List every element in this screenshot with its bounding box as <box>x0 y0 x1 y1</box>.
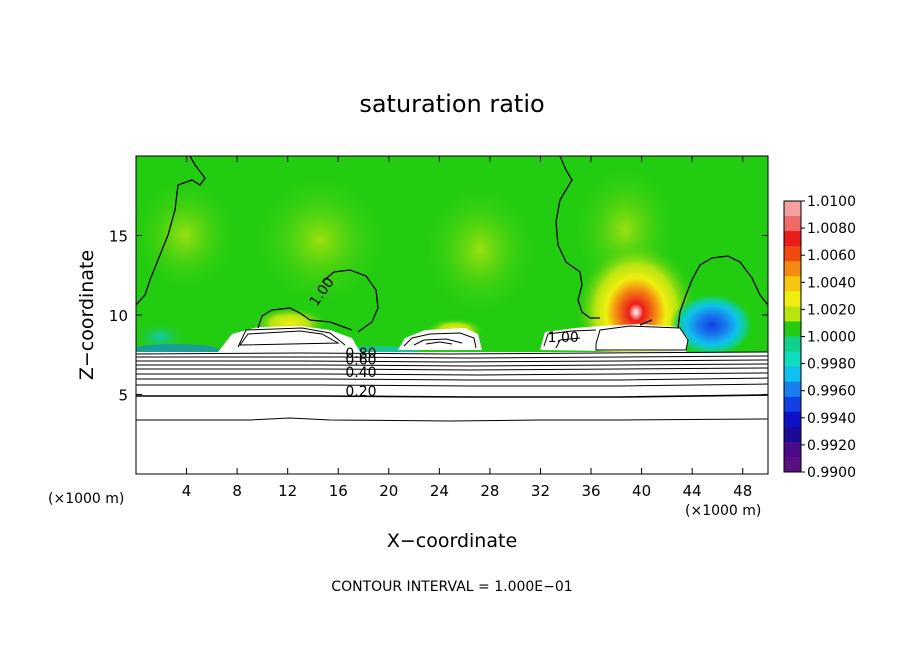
x-tick-label: 48 <box>733 482 752 500</box>
stratification-contours <box>136 351 768 422</box>
colorbar-swatch <box>784 246 801 262</box>
x-unit-label-right: (×1000 m) <box>685 503 761 519</box>
colorbar-tick-label: 1.0040 <box>807 275 856 291</box>
colorbar-swatch <box>784 231 801 247</box>
colorbar-tick-label: 1.0060 <box>807 248 856 264</box>
unity-contours <box>136 156 768 333</box>
colorbar-tick-label: 1.0020 <box>807 302 856 318</box>
colorbar-tick-label: 0.9920 <box>807 438 856 454</box>
x-tick-label: 16 <box>329 482 348 500</box>
x-tick-label: 44 <box>683 482 702 500</box>
colorbar-swatch <box>784 276 801 292</box>
x-unit-label-left: (×1000 m) <box>48 491 124 507</box>
x-tick-label: 4 <box>182 482 192 500</box>
lime-region-left <box>136 175 240 295</box>
colorbar-swatch <box>784 261 801 277</box>
y-tick-label: 15 <box>109 228 128 246</box>
colorbar-swatch <box>784 366 801 383</box>
colorbar-swatch <box>784 216 801 232</box>
colorbar-swatch <box>784 291 801 307</box>
x-tick-label: 12 <box>278 482 297 500</box>
colorbar-tick-label: 0.9960 <box>807 384 856 400</box>
colorbar-swatch <box>784 456 801 473</box>
colorbar-swatch <box>784 426 801 443</box>
y-axis-label: Z−coordinate <box>76 250 98 380</box>
contour-labels: 1.001.000.800.600.400.20 <box>307 275 579 400</box>
colorbar-tick-label: 1.0080 <box>807 221 856 237</box>
x-tick-label: 40 <box>632 482 651 500</box>
colorbar: 1.0100 1.0080 1.0060 1.0040 1.0020 1.0000 0.99… <box>783 194 856 481</box>
y-tick-label: 10 <box>109 307 128 325</box>
colorbar-swatch <box>784 201 801 217</box>
x-tick-label: 20 <box>379 482 398 500</box>
y-axis: 5 10 15 <box>109 228 768 405</box>
colorbar-tick-label: 0.9980 <box>807 357 856 373</box>
contour-label: 0.40 <box>345 365 376 381</box>
colorbar-swatch <box>784 396 801 413</box>
colorbar-swatch <box>784 441 801 458</box>
colorbar-tick-label: 1.0100 <box>807 194 856 210</box>
contour-label: 1.00 <box>548 330 579 346</box>
dry-layer <box>136 352 768 474</box>
lime-region-mid <box>250 170 390 310</box>
colorbar-swatch <box>784 321 801 337</box>
chart-title: saturation ratio <box>359 90 544 118</box>
colorbar-swatch <box>784 306 801 322</box>
x-axis: 4 8 12 16 20 24 28 32 36 40 44 48 <box>182 156 752 500</box>
subsaturation-minimum <box>670 293 754 357</box>
colorbar-swatch <box>784 411 801 428</box>
x-tick-label: 32 <box>531 482 550 500</box>
x-tick-label: 36 <box>581 482 600 500</box>
x-tick-label: 24 <box>430 482 449 500</box>
x-axis-label: X−coordinate <box>387 530 517 552</box>
contour-label: 0.60 <box>345 352 376 368</box>
cloud-contours <box>237 325 689 351</box>
plot-area: 1.001.000.800.600.400.20 <box>136 156 768 474</box>
y-tick-label: 5 <box>118 387 128 405</box>
contour-interval-note: CONTOUR INTERVAL = 1.000E−01 <box>331 579 572 595</box>
colorbar-swatch <box>784 336 801 353</box>
colorbar-tick-label: 0.9940 <box>807 411 856 427</box>
contour-label: 0.20 <box>345 384 376 400</box>
lime-region-right <box>420 180 540 320</box>
contour-label: 0.80 <box>345 346 376 362</box>
x-tick-label: 8 <box>232 482 242 500</box>
colorbar-swatch <box>784 351 801 368</box>
colorbar-tick-label: 0.9900 <box>807 465 856 481</box>
colorbar-tick-label: 1.0000 <box>807 330 856 346</box>
x-tick-label: 28 <box>480 482 499 500</box>
colorbar-swatch <box>784 381 801 398</box>
